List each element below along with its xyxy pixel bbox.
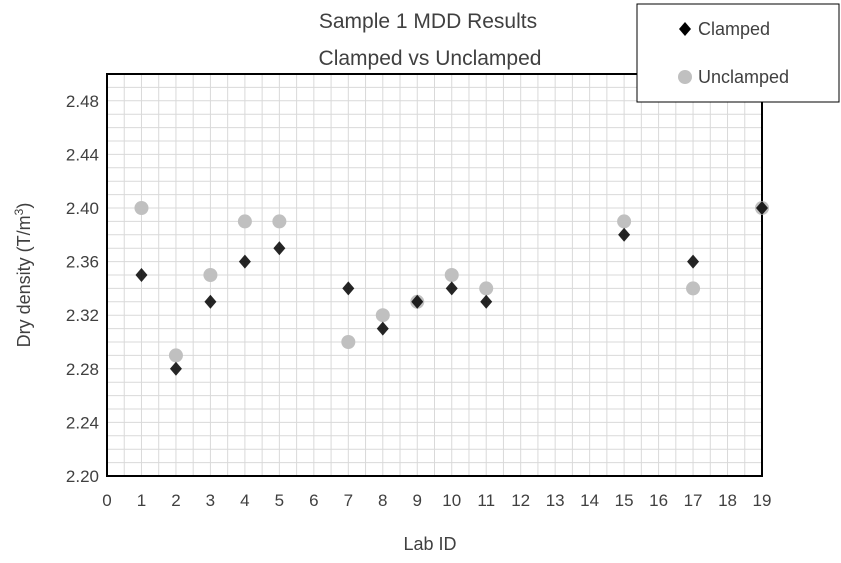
x-tick-label: 3 [206,491,215,510]
point-unclamped [375,308,390,323]
point-clamped [135,268,148,282]
point-clamped [618,227,631,242]
point-clamped [480,294,493,309]
point-clamped [756,201,768,215]
chart-subtitle: Clamped vs Unclamped [319,47,542,70]
point-clamped [411,294,424,309]
x-tick-label: 18 [718,491,737,510]
x-tick-label: 2 [171,491,180,510]
y-axis-label-close: ) [14,203,34,209]
point-clamped [204,294,217,309]
x-tick-label: 1 [137,491,146,510]
x-tick-label: 15 [615,491,634,510]
data-points [134,201,769,376]
gridlines [106,73,763,477]
x-tick-label: 7 [344,491,353,510]
x-axis-label: Lab ID [403,534,456,554]
point-unclamped [341,335,356,349]
point-unclamped [168,348,183,363]
point-unclamped [479,281,494,296]
point-unclamped [203,268,218,282]
y-tick-label: 2.24 [66,413,99,432]
x-tick-label: 19 [753,491,772,510]
legend-label-clamped: Clamped [698,19,770,39]
x-tick-label: 4 [240,491,249,510]
y-tick-label: 2.40 [66,199,99,218]
point-unclamped [444,268,459,282]
x-tick-label: 8 [378,491,387,510]
legend-box [636,3,840,103]
x-tick-label: 5 [275,491,284,510]
x-tick-label: 11 [477,491,495,510]
legend-label-unclamped: Unclamped [698,67,789,87]
plot-area-border [106,73,763,477]
y-axis-label-superscript: 3 [12,208,26,215]
y-tick-label: 2.28 [66,360,99,379]
legend-marker-unclamped [678,70,692,84]
x-tick-label: 12 [511,491,530,510]
point-unclamped [272,214,287,229]
point-unclamped [617,214,632,229]
y-axis-label: Dry density (T/m3) [12,203,34,348]
point-clamped [445,281,458,296]
x-tick-label: 0 [102,491,111,510]
y-tick-label: 2.44 [66,145,99,164]
x-tick-label: 9 [413,491,422,510]
point-unclamped [686,281,701,296]
point-clamped [273,241,286,256]
point-clamped [169,361,182,376]
x-tick-label: 6 [309,491,318,510]
legend-marker-clamped [679,22,691,36]
x-axis-ticks: 0 1 2 3 4 5 6 7 8 9 10 11 12 13 14 15 16 17 18 19 [102,491,771,510]
x-tick-label: 13 [546,491,565,510]
x-tick-label: 14 [580,491,599,510]
point-clamped [342,281,355,296]
y-tick-label: 2.32 [66,306,99,325]
y-tick-label: 2.48 [66,92,99,111]
point-unclamped [237,214,252,229]
point-unclamped [134,201,149,215]
legend: Clamped Unclamped [636,3,840,103]
point-clamped [376,321,389,336]
y-tick-label: 2.20 [66,467,99,486]
y-axis-ticks: 2.20 2.24 2.28 2.32 2.36 2.40 2.44 2.48 [66,92,99,486]
point-clamped [238,254,251,269]
x-tick-label: 10 [442,491,461,510]
chart-title: Sample 1 MDD Results [319,10,537,33]
x-tick-label: 16 [649,491,668,510]
y-tick-label: 2.36 [66,253,99,272]
x-tick-label: 17 [684,491,703,510]
y-axis-label-main: Dry density (T/m [14,215,34,347]
point-clamped [687,254,700,269]
